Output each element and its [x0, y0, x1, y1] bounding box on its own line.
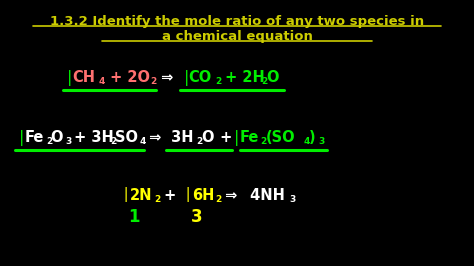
- Text: 3: 3: [65, 138, 72, 147]
- Text: 6H: 6H: [191, 188, 214, 202]
- Text: ❘: ❘: [180, 70, 193, 86]
- Text: CO: CO: [189, 70, 212, 85]
- Text: ❘: ❘: [63, 70, 76, 86]
- Text: +: +: [159, 188, 182, 202]
- Text: ❘: ❘: [230, 130, 244, 146]
- Text: O: O: [51, 131, 63, 146]
- Text: 1: 1: [128, 208, 140, 226]
- Text: 2: 2: [261, 138, 267, 147]
- Text: CH: CH: [73, 70, 95, 85]
- Text: Fe: Fe: [240, 131, 259, 146]
- Text: 4: 4: [139, 138, 146, 147]
- Text: (SO: (SO: [265, 131, 295, 146]
- Text: ⇒: ⇒: [220, 188, 237, 202]
- Text: 4: 4: [304, 138, 310, 147]
- Text: +: +: [215, 131, 233, 146]
- Text: 2: 2: [150, 77, 156, 86]
- Text: SO: SO: [115, 131, 138, 146]
- Text: O: O: [266, 70, 279, 85]
- Text: 3: 3: [319, 138, 325, 147]
- Text: ❘: ❘: [15, 130, 28, 146]
- Text: 3: 3: [191, 208, 202, 226]
- Text: 2: 2: [154, 194, 161, 203]
- Text: ): ): [309, 131, 316, 146]
- Text: ❘: ❘: [182, 188, 194, 202]
- Text: 2: 2: [110, 138, 116, 147]
- Text: ⇒: ⇒: [145, 131, 162, 146]
- Text: 2: 2: [262, 77, 268, 86]
- Text: 3H: 3H: [166, 131, 193, 146]
- Text: ❘: ❘: [120, 188, 132, 202]
- Text: 1.3.2 Identify the mole ratio of any two species in: 1.3.2 Identify the mole ratio of any two…: [50, 15, 424, 28]
- Text: O: O: [201, 131, 214, 146]
- Text: 2: 2: [197, 138, 203, 147]
- Text: 2: 2: [215, 194, 221, 203]
- Text: 2: 2: [215, 77, 221, 86]
- Text: ⇒: ⇒: [156, 70, 173, 85]
- Text: + 2H: + 2H: [220, 70, 265, 85]
- Text: Fe: Fe: [25, 131, 45, 146]
- Text: + 3H: + 3H: [69, 131, 114, 146]
- Text: 3: 3: [289, 194, 295, 203]
- Text: + 2O: + 2O: [105, 70, 150, 85]
- Text: a chemical equation: a chemical equation: [162, 30, 312, 43]
- Text: 4: 4: [99, 77, 105, 86]
- Text: 4NH: 4NH: [245, 188, 285, 202]
- Text: 2N: 2N: [129, 188, 152, 202]
- Text: 2: 2: [46, 138, 52, 147]
